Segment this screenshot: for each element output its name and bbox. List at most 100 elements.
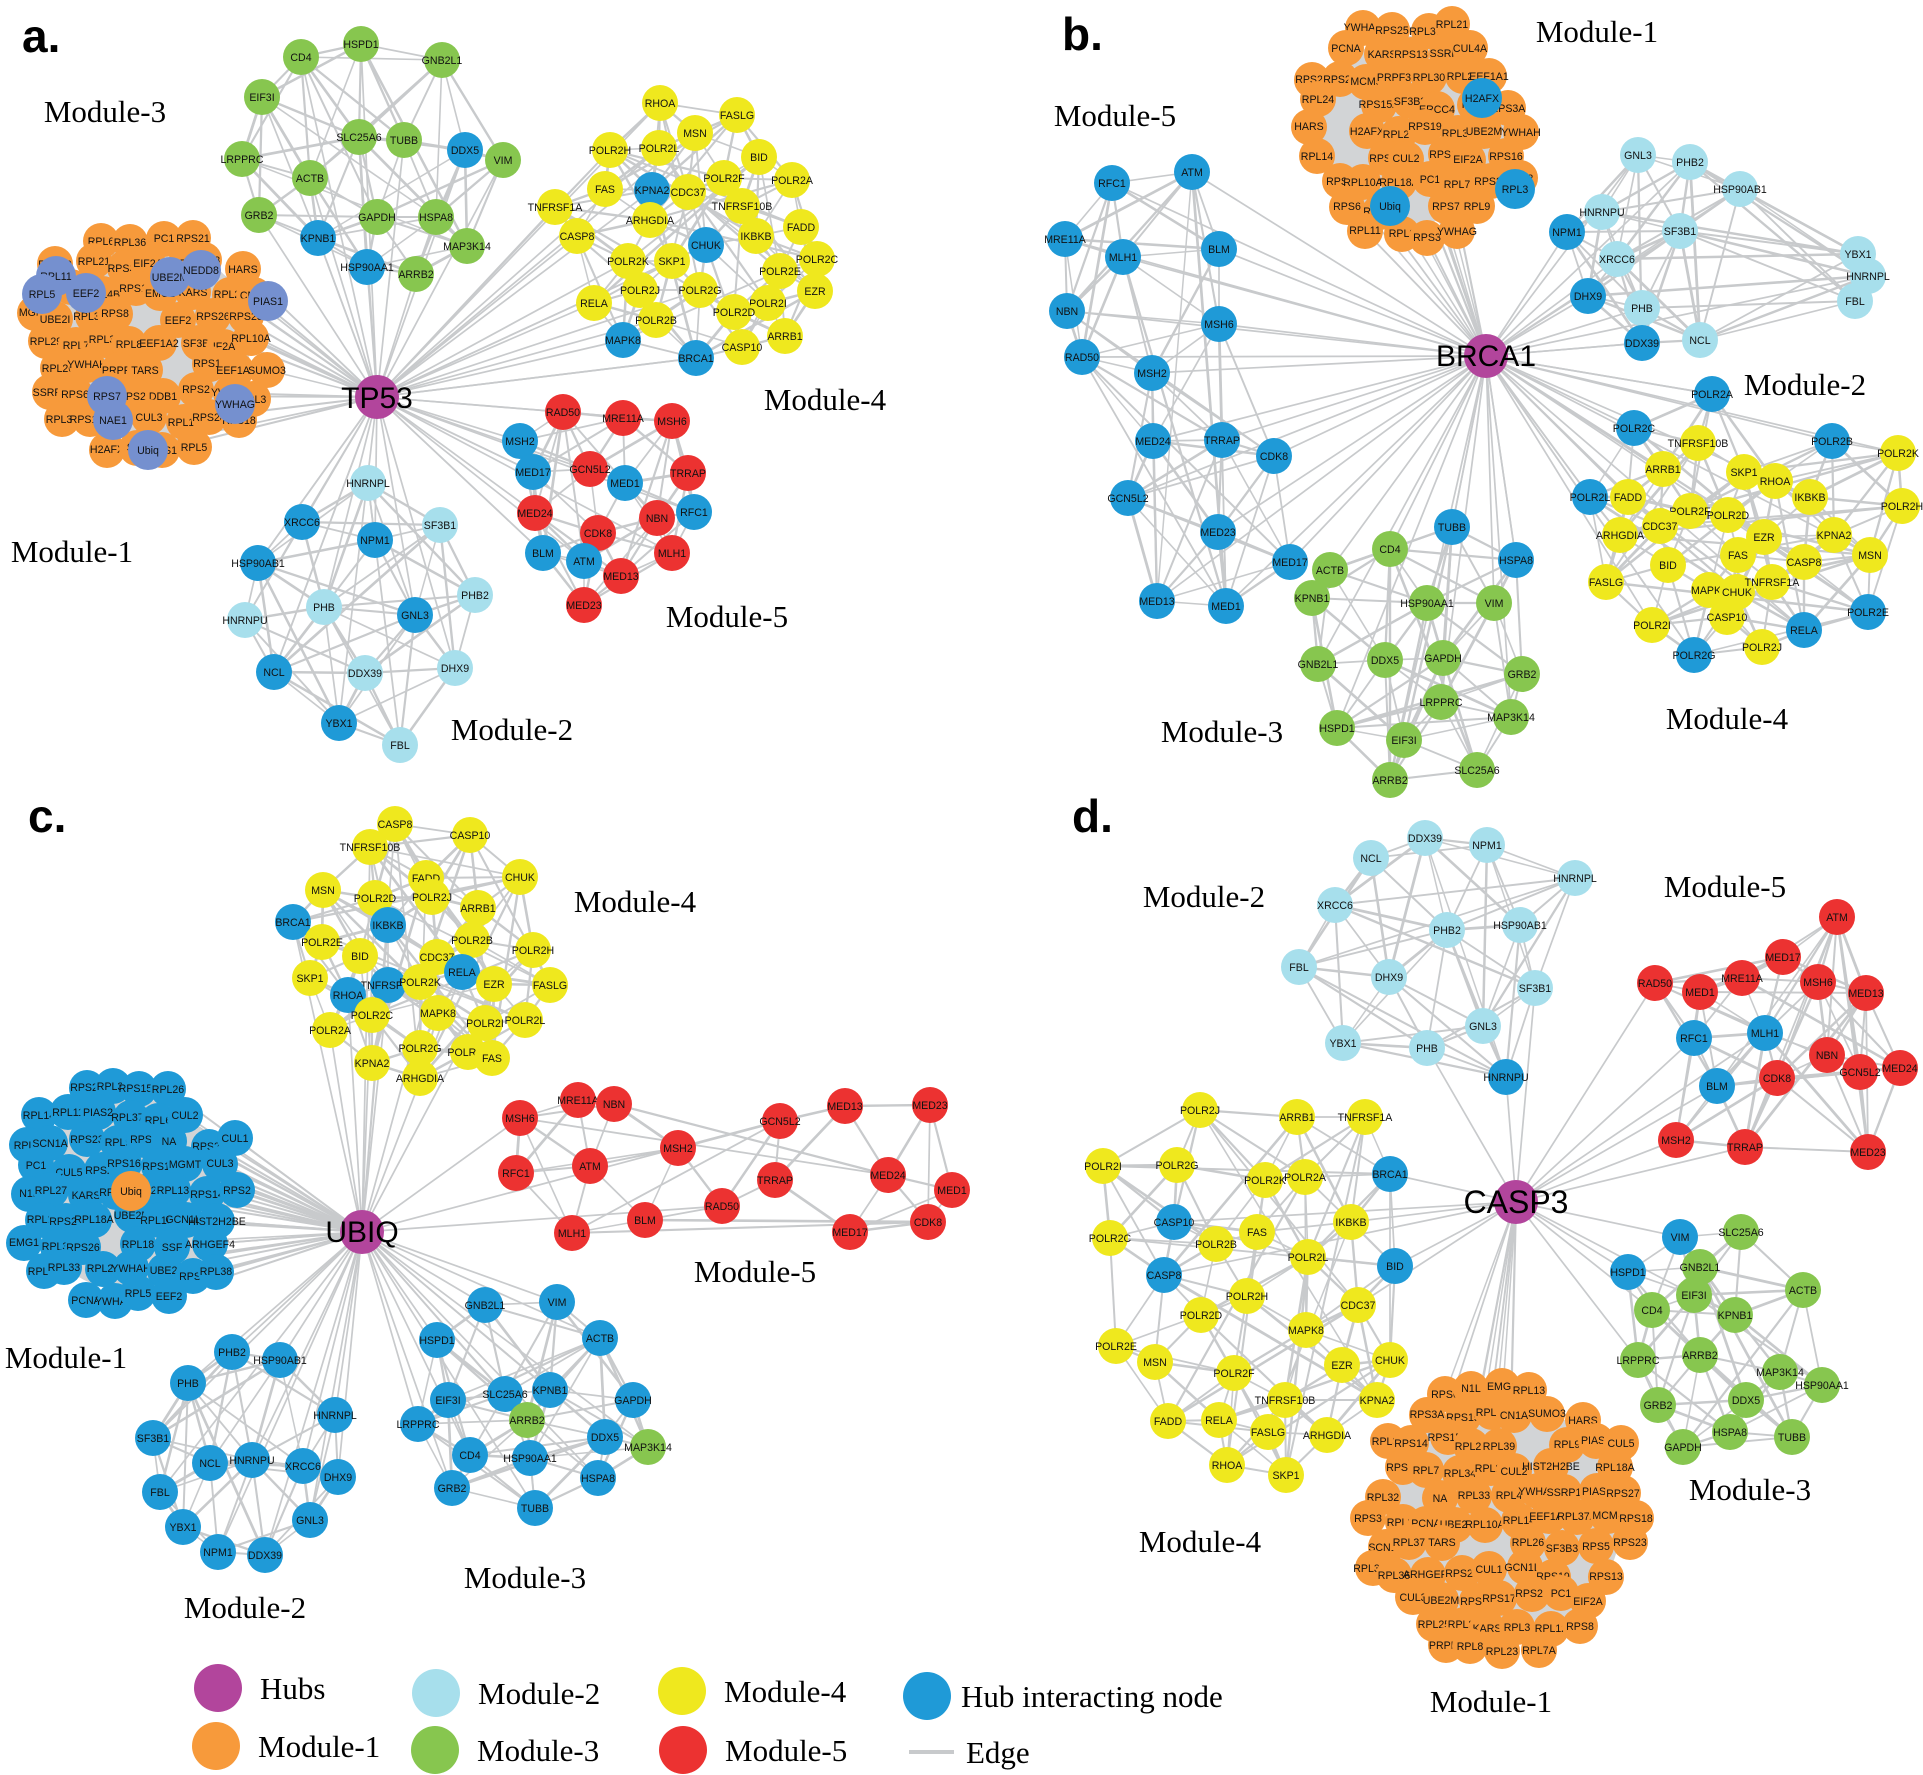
svg-text:PC1: PC1 <box>26 1160 47 1172</box>
svg-text:GNB2L1: GNB2L1 <box>1680 1262 1721 1274</box>
svg-text:MCM4: MCM4 <box>1592 1510 1623 1522</box>
svg-text:Module-1: Module-1 <box>1536 14 1658 49</box>
svg-text:YBX1: YBX1 <box>1329 1038 1356 1050</box>
svg-text:Module-2: Module-2 <box>451 712 573 747</box>
svg-text:FAS: FAS <box>1247 1227 1267 1239</box>
svg-text:TRRAP: TRRAP <box>670 468 706 480</box>
svg-text:ARHGDIA: ARHGDIA <box>396 1073 445 1085</box>
svg-text:UBE2M: UBE2M <box>1466 126 1503 138</box>
svg-text:GAPDH: GAPDH <box>614 1395 652 1407</box>
svg-text:RPL33: RPL33 <box>48 1262 80 1274</box>
svg-text:Module-2: Module-2 <box>1143 879 1265 914</box>
svg-text:RPS21: RPS21 <box>49 1216 83 1228</box>
svg-text:NBN: NBN <box>1056 306 1078 318</box>
svg-text:RFC1: RFC1 <box>1680 1033 1708 1045</box>
svg-text:MED23: MED23 <box>566 600 601 612</box>
svg-text:POLR2D: POLR2D <box>354 893 397 905</box>
svg-text:CDC37: CDC37 <box>1341 1300 1376 1312</box>
svg-text:KPNA2: KPNA2 <box>1817 530 1852 542</box>
svg-text:MAP3K14: MAP3K14 <box>1756 1367 1804 1379</box>
svg-text:RPS14: RPS14 <box>190 1189 224 1201</box>
svg-text:MSH2: MSH2 <box>1661 1135 1691 1147</box>
svg-text:a.: a. <box>22 10 60 62</box>
svg-text:RPL8: RPL8 <box>116 339 143 351</box>
svg-text:CD4: CD4 <box>1379 544 1400 556</box>
svg-text:CASP8: CASP8 <box>378 819 413 831</box>
svg-text:HARS: HARS <box>228 264 257 276</box>
svg-text:Module-5: Module-5 <box>725 1733 847 1768</box>
svg-text:RPL39: RPL39 <box>1483 1441 1515 1453</box>
svg-text:GRB2: GRB2 <box>245 210 274 222</box>
svg-text:MED17: MED17 <box>832 1227 867 1239</box>
svg-text:EEF2: EEF2 <box>165 315 192 327</box>
svg-text:HSP90AB1: HSP90AB1 <box>253 1355 307 1367</box>
svg-text:HSPA8: HSPA8 <box>419 212 453 224</box>
svg-text:DHX9: DHX9 <box>1375 972 1403 984</box>
svg-text:FASLG: FASLG <box>533 980 567 992</box>
svg-text:TUBB: TUBB <box>390 135 418 147</box>
svg-text:RPL31: RPL31 <box>46 414 78 426</box>
svg-text:MAP3K14: MAP3K14 <box>1487 712 1535 724</box>
svg-text:HNRNPL: HNRNPL <box>1553 873 1597 885</box>
svg-text:KPNB1: KPNB1 <box>1718 1310 1753 1322</box>
svg-text:ARRB2: ARRB2 <box>1682 1350 1717 1362</box>
svg-text:RPL38: RPL38 <box>200 1266 232 1278</box>
svg-text:Module-4: Module-4 <box>1139 1524 1262 1559</box>
svg-text:RPL14: RPL14 <box>23 1110 55 1122</box>
svg-text:GCN1L1: GCN1L1 <box>1504 1562 1545 1574</box>
svg-text:PC1: PC1 <box>154 233 175 245</box>
svg-text:EEF1A2: EEF1A2 <box>1529 1511 1569 1523</box>
svg-text:NBN: NBN <box>646 513 668 525</box>
svg-text:CASP8: CASP8 <box>560 231 595 243</box>
svg-text:EIF2A: EIF2A <box>1453 154 1483 166</box>
svg-text:PHB2: PHB2 <box>1433 925 1461 937</box>
svg-text:XRCC6: XRCC6 <box>285 1461 321 1473</box>
svg-text:RPL8: RPL8 <box>1457 1641 1484 1653</box>
svg-text:EEF1A2: EEF1A2 <box>139 338 179 350</box>
svg-text:CDK8: CDK8 <box>914 1217 942 1229</box>
svg-text:CUL4A: CUL4A <box>1453 43 1488 55</box>
svg-text:MED13: MED13 <box>1848 988 1883 1000</box>
svg-text:SLC25A6: SLC25A6 <box>1454 765 1499 777</box>
svg-text:CASP10: CASP10 <box>450 830 491 842</box>
svg-text:RPS15A: RPS15A <box>1359 99 1401 111</box>
svg-text:LRPPRC: LRPPRC <box>1617 1355 1660 1367</box>
svg-text:NA: NA <box>162 1136 178 1148</box>
svg-text:GCN5L2: GCN5L2 <box>759 1116 800 1128</box>
svg-text:KARS: KARS <box>179 287 208 299</box>
svg-text:PC1: PC1 <box>1551 1588 1572 1600</box>
svg-text:PHB2: PHB2 <box>1676 157 1704 169</box>
svg-text:RPS25: RPS25 <box>1445 1568 1479 1580</box>
svg-text:LRPPRC: LRPPRC <box>221 154 264 166</box>
svg-text:MED1: MED1 <box>937 1185 967 1197</box>
svg-text:MSH2: MSH2 <box>663 1143 693 1155</box>
svg-text:GNL3: GNL3 <box>1469 1021 1497 1033</box>
svg-text:RPS8: RPS8 <box>1566 1621 1594 1633</box>
svg-text:RPS3: RPS3 <box>1354 1513 1382 1525</box>
svg-text:CDC37: CDC37 <box>420 952 455 964</box>
svg-text:RPS16: RPS16 <box>107 1158 141 1170</box>
svg-text:NEDD8: NEDD8 <box>183 265 219 277</box>
svg-text:NCL: NCL <box>1360 853 1381 865</box>
svg-text:Module-3: Module-3 <box>464 1560 586 1595</box>
svg-text:MSN: MSN <box>1143 1357 1167 1369</box>
svg-text:MED24: MED24 <box>517 508 552 520</box>
svg-text:Module-1: Module-1 <box>5 1340 127 1375</box>
svg-text:Module-4: Module-4 <box>764 382 887 417</box>
svg-text:MSH6: MSH6 <box>1204 319 1234 331</box>
svg-text:RPL14: RPL14 <box>1503 1515 1535 1527</box>
svg-text:VIM: VIM <box>1671 1232 1690 1244</box>
svg-text:RHOA: RHOA <box>1760 476 1792 488</box>
svg-text:RELA: RELA <box>580 298 609 310</box>
svg-text:HSPA8: HSPA8 <box>581 1473 615 1485</box>
svg-text:POLR2A: POLR2A <box>771 175 814 187</box>
svg-text:BID: BID <box>1659 560 1677 572</box>
svg-text:Hub interacting node: Hub interacting node <box>961 1679 1223 1714</box>
svg-text:Module-3: Module-3 <box>1161 714 1283 749</box>
svg-text:CHUK: CHUK <box>505 872 535 884</box>
svg-text:MAPK8: MAPK8 <box>1288 1325 1324 1337</box>
svg-text:RPL12: RPL12 <box>1535 1623 1567 1635</box>
svg-text:HSP90AB1: HSP90AB1 <box>1713 184 1767 196</box>
svg-text:CHUK: CHUK <box>691 240 721 252</box>
svg-text:ARRB1: ARRB1 <box>1279 1112 1314 1124</box>
